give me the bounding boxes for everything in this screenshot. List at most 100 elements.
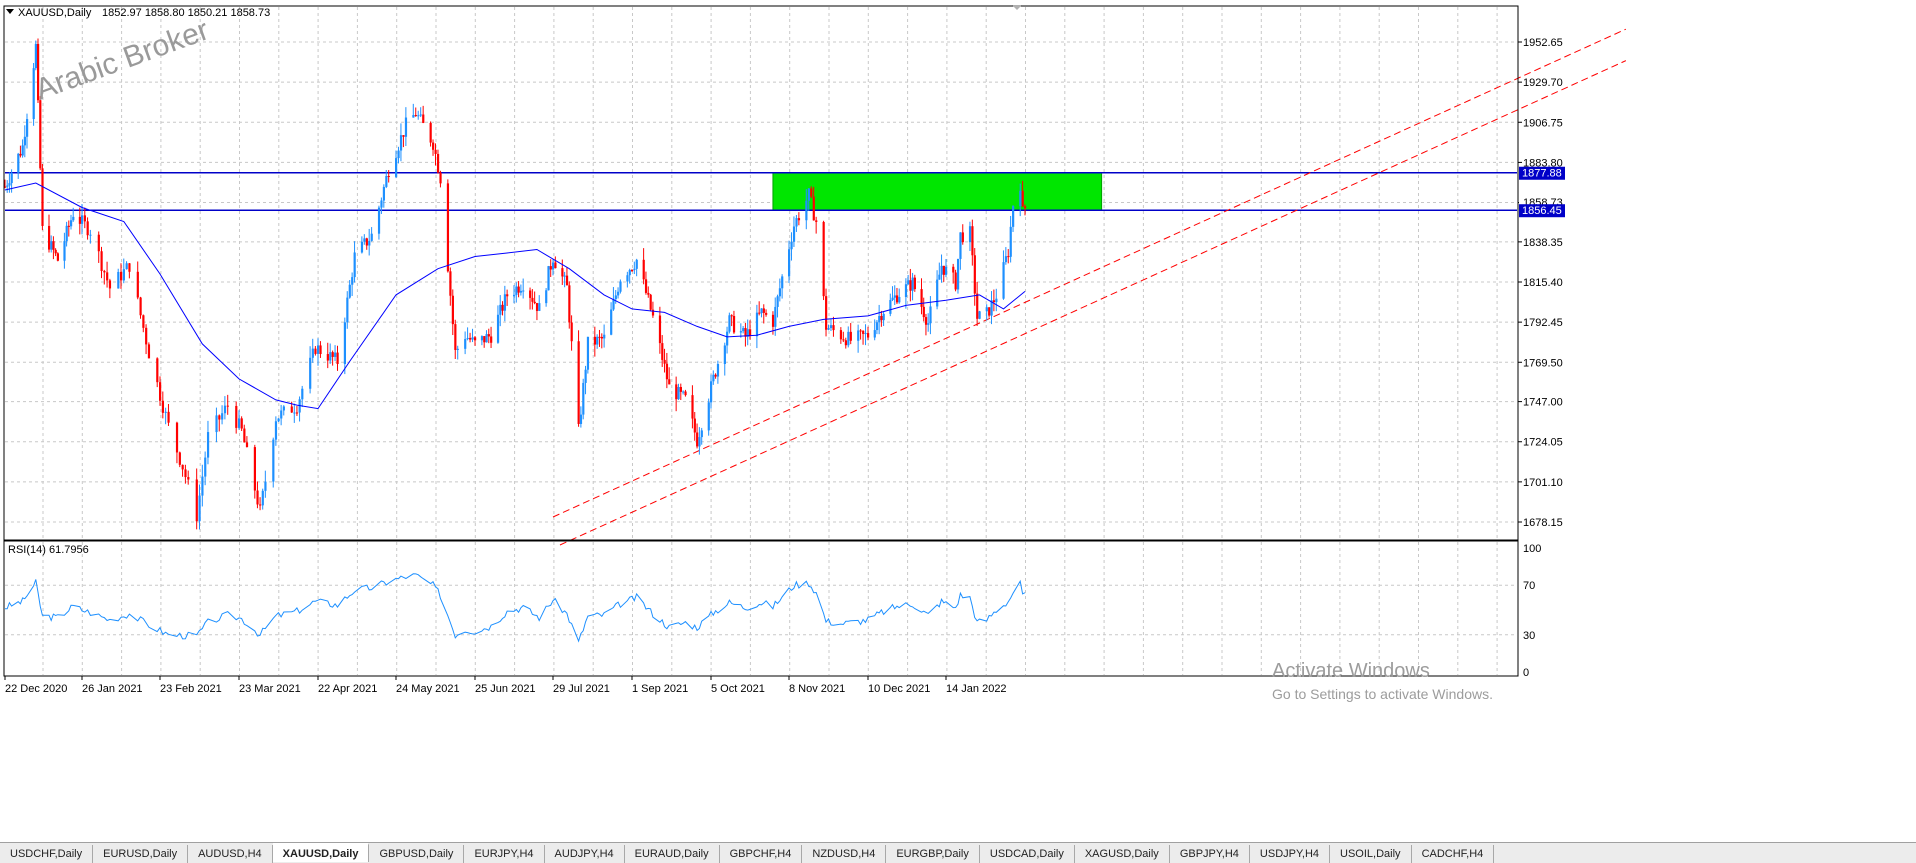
candle-body [913, 277, 916, 290]
candle-body [26, 119, 29, 137]
candle-body [531, 297, 534, 302]
candle-body [382, 186, 386, 201]
candle-body [807, 188, 810, 201]
candle-body [277, 418, 280, 422]
candle-body [959, 232, 962, 259]
chart-tab[interactable]: GBPCHF,H4 [720, 845, 803, 863]
candle-body [952, 266, 955, 273]
candle-body [485, 334, 488, 343]
dropdown-triangle-icon[interactable] [6, 9, 14, 14]
time-axis[interactable]: 22 Dec 2020 26 Jan 2021 23 Feb 2021 23 Mar … [4, 676, 1007, 695]
candle-body [72, 216, 75, 221]
candle-body [67, 225, 70, 227]
candle-body [380, 200, 383, 208]
candle-body [469, 337, 472, 340]
candle-body [331, 352, 334, 357]
trendlines[interactable] [552, 28, 1627, 546]
date-tick-label: 23 Mar 2021 [239, 683, 301, 695]
candle-body [723, 345, 726, 364]
candle-body [1007, 256, 1010, 258]
candle-body [990, 300, 993, 316]
chart-tab[interactable]: GBPUSD,Daily [369, 845, 465, 863]
candle-body [992, 300, 996, 303]
candle-body [936, 279, 939, 307]
scroll-marker-icon[interactable] [1012, 5, 1022, 10]
candle-body [387, 175, 390, 177]
candle-body [642, 259, 645, 280]
candle-body [922, 306, 925, 318]
candle-body [156, 358, 159, 383]
chart-tab[interactable]: USDCHF,Daily [0, 845, 94, 863]
candle-body [873, 330, 876, 338]
candle-body [631, 269, 634, 271]
candle-body [282, 406, 285, 411]
chart-tab[interactable]: XAUUSD,Daily [272, 843, 370, 862]
candle-body [100, 251, 103, 271]
candle-body [63, 241, 66, 261]
candle-body [23, 136, 26, 146]
candle-body [545, 290, 548, 304]
chart-tab[interactable]: EURJPY,H4 [464, 845, 545, 863]
price-axis[interactable]: 1952.651929.701906.751883.801860.851838.… [1518, 37, 1563, 529]
candle-body [499, 304, 502, 315]
date-tick-label: 26 Jan 2021 [82, 683, 143, 695]
chart-tab[interactable]: AUDJPY,H4 [545, 845, 625, 863]
chart-tab[interactable]: USDJPY,H4 [1250, 845, 1331, 863]
candle-body [1009, 226, 1012, 257]
supply-zone[interactable] [772, 172, 1103, 211]
candle-body [187, 477, 190, 480]
rsi-tick-label: 0 [1523, 667, 1529, 679]
candle-body [891, 297, 894, 300]
candle-body [889, 299, 892, 314]
candle-body [78, 216, 81, 224]
chart-tab[interactable]: USOIL,Daily [1330, 845, 1412, 863]
rsi-axis[interactable]: 100 70 30 0 [1523, 543, 1541, 679]
candle-body [847, 331, 850, 346]
chart-tab[interactable]: EURAUD,Daily [625, 845, 720, 863]
candle-body [201, 476, 204, 496]
candle-body [483, 336, 486, 343]
candle-body [295, 412, 299, 414]
candle-body [898, 296, 901, 303]
candle-body [454, 324, 457, 350]
chart-tab[interactable]: EURGBP,Daily [886, 845, 980, 863]
candle-body [395, 158, 398, 177]
trendline[interactable] [559, 60, 1627, 546]
chart-tab[interactable]: NZDUSD,H4 [802, 845, 887, 863]
candle-body [614, 295, 617, 300]
candle-body [351, 277, 354, 285]
candle-body [698, 437, 701, 447]
chart-tab[interactable]: EURUSD,Daily [93, 845, 189, 863]
candle-body [792, 226, 796, 242]
chart-tab[interactable]: GBPJPY,H4 [1170, 845, 1250, 863]
candle-body [142, 315, 145, 328]
candle-body [226, 405, 229, 407]
candle-body [600, 336, 603, 339]
candle-body [649, 294, 652, 310]
candle-body [301, 388, 304, 400]
candle-body [449, 271, 452, 296]
candle-body [529, 290, 532, 298]
candle-body [971, 226, 974, 256]
candle-body [336, 352, 339, 364]
candle-body [343, 322, 347, 364]
candle-body [8, 183, 11, 186]
candle-body [749, 329, 752, 337]
candle-body [732, 315, 736, 333]
chart-tab[interactable]: CADCHF,H4 [1412, 845, 1495, 863]
candle-body [1004, 256, 1008, 263]
price-tick-label: 1769.50 [1523, 357, 1563, 369]
candle-body [844, 340, 847, 346]
chart-tab[interactable]: XAGUSD,Daily [1075, 845, 1170, 863]
candle-body [700, 430, 703, 438]
chart-tab[interactable]: AUDUSD,H4 [188, 845, 273, 863]
candle-body [419, 114, 422, 116]
trendline[interactable] [552, 28, 1627, 518]
candle-body [89, 234, 92, 236]
candle-body [815, 220, 818, 222]
watermark: Arabic Broker [31, 13, 213, 106]
candle-body [739, 331, 743, 333]
chart-tab[interactable]: USDCAD,Daily [980, 845, 1075, 863]
candle-body [978, 311, 981, 319]
